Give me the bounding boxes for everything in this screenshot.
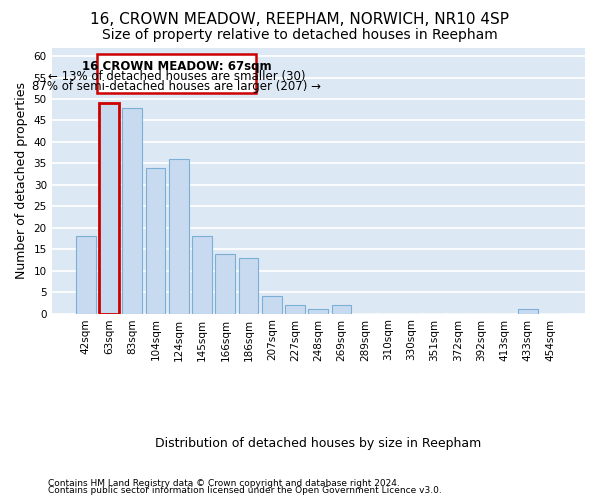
Text: 87% of semi-detached houses are larger (207) →: 87% of semi-detached houses are larger (… [32, 80, 321, 92]
Bar [169, 159, 188, 314]
Bar [215, 254, 235, 314]
Bar [192, 236, 212, 314]
Bar [239, 258, 259, 314]
Bar [99, 104, 119, 314]
FancyBboxPatch shape [97, 54, 256, 92]
Bar [285, 305, 305, 314]
Text: Contains HM Land Registry data © Crown copyright and database right 2024.: Contains HM Land Registry data © Crown c… [48, 478, 400, 488]
Bar [99, 104, 119, 314]
Bar [308, 310, 328, 314]
Text: Size of property relative to detached houses in Reepham: Size of property relative to detached ho… [102, 28, 498, 42]
Text: 16 CROWN MEADOW: 67sqm: 16 CROWN MEADOW: 67sqm [82, 60, 271, 74]
Bar [332, 305, 352, 314]
Bar [518, 310, 538, 314]
Text: Contains public sector information licensed under the Open Government Licence v3: Contains public sector information licen… [48, 486, 442, 495]
Bar [146, 168, 166, 314]
Y-axis label: Number of detached properties: Number of detached properties [15, 82, 28, 279]
Bar [76, 236, 95, 314]
Bar [262, 296, 282, 314]
Text: 16, CROWN MEADOW, REEPHAM, NORWICH, NR10 4SP: 16, CROWN MEADOW, REEPHAM, NORWICH, NR10… [91, 12, 509, 28]
Text: ← 13% of detached houses are smaller (30): ← 13% of detached houses are smaller (30… [48, 70, 305, 83]
X-axis label: Distribution of detached houses by size in Reepham: Distribution of detached houses by size … [155, 437, 481, 450]
Bar [122, 108, 142, 314]
